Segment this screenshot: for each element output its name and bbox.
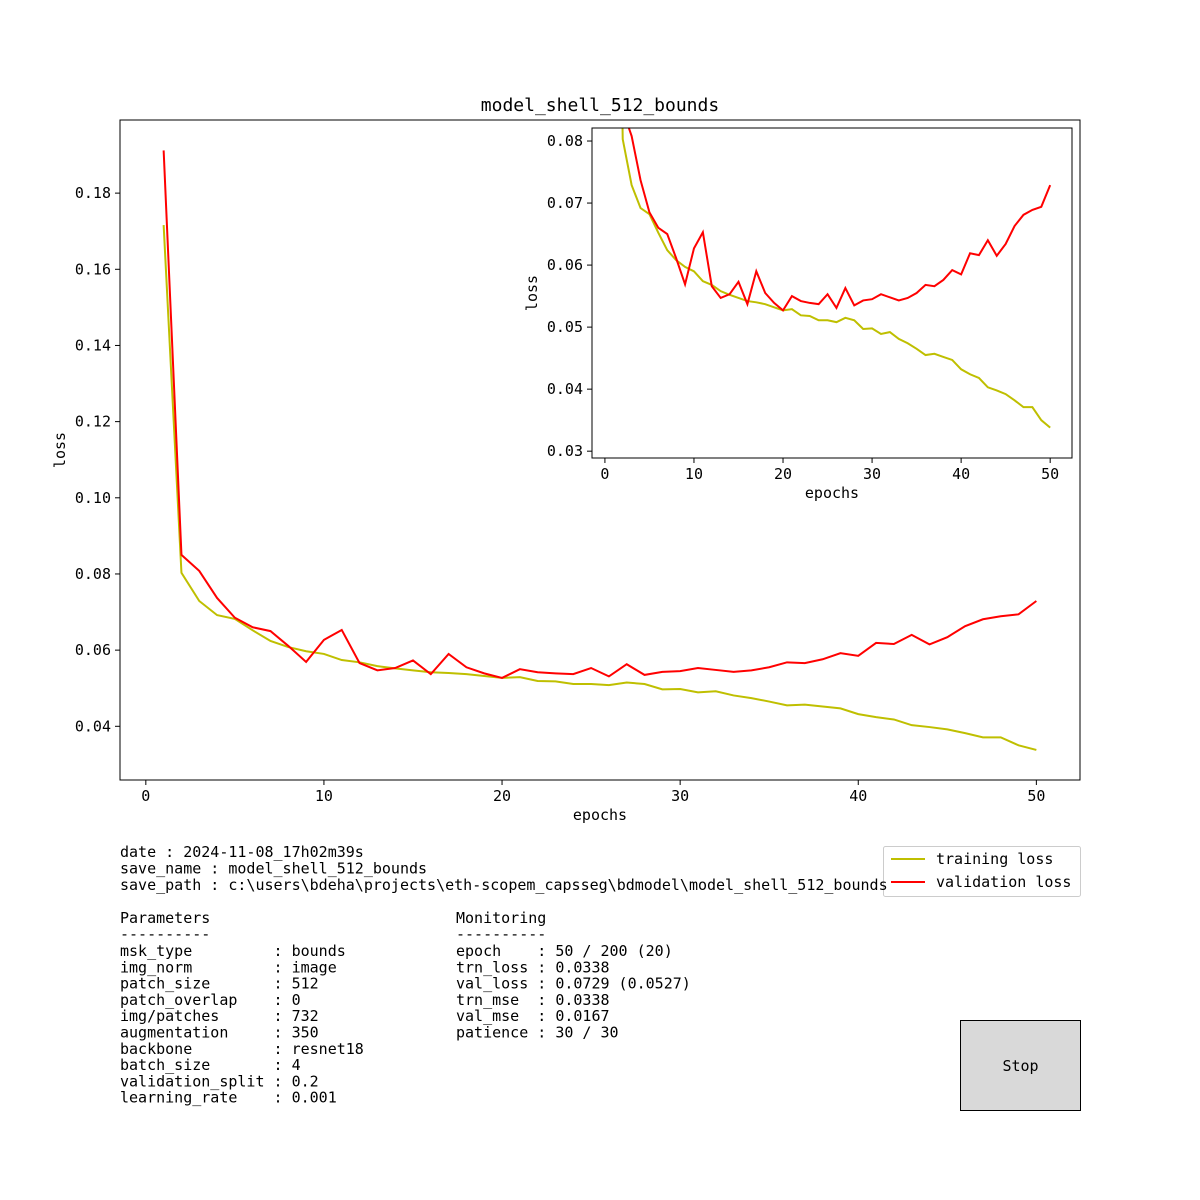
section-line: backbone : resnet18	[120, 1040, 364, 1058]
section-line: patience : 30 / 30	[456, 1024, 619, 1042]
section-line: img/patches : 732	[120, 1007, 319, 1025]
legend-frame	[883, 846, 1081, 897]
x-axis-label: epochs	[805, 484, 859, 502]
section-line: validation_split : 0.2	[120, 1072, 319, 1090]
y-axis-label: loss	[51, 432, 69, 468]
y-tick-label: 0.10	[75, 489, 111, 507]
chart-title: model_shell_512_bounds	[481, 95, 719, 116]
y-tick-label: 0.06	[547, 256, 583, 274]
series-line	[621, 128, 1051, 429]
y-tick-label: 0.08	[547, 132, 583, 150]
y-tick-label: 0.05	[547, 318, 583, 336]
x-tick-label: 50	[1027, 787, 1045, 805]
y-tick-label: 0.06	[75, 641, 111, 659]
stop-button[interactable]: Stop	[960, 1020, 1081, 1111]
section-title: Monitoring	[456, 909, 546, 927]
x-tick-label: 20	[493, 787, 511, 805]
series-line	[627, 128, 1052, 312]
section-line: patch_size : 512	[120, 975, 319, 993]
info-line: date : 2024-11-08_17h02m39s	[120, 843, 364, 861]
x-tick-label: 30	[671, 787, 689, 805]
section-rule: ----------	[456, 925, 546, 943]
y-tick-label: 0.18	[75, 184, 111, 202]
x-tick-label: 50	[1041, 465, 1059, 483]
section-line: trn_loss : 0.0338	[456, 958, 610, 976]
y-axis-label: loss	[523, 275, 541, 311]
section-line: batch_size : 4	[120, 1056, 301, 1074]
legend-label: validation loss	[936, 873, 1071, 891]
section-rule: ----------	[120, 925, 210, 943]
section-line: patch_overlap : 0	[120, 991, 301, 1009]
legend-label: training loss	[936, 850, 1053, 868]
x-tick-label: 40	[849, 787, 867, 805]
y-tick-label: 0.03	[547, 442, 583, 460]
section-line: learning_rate : 0.001	[120, 1089, 337, 1107]
x-tick-label: 30	[863, 465, 881, 483]
x-tick-label: 20	[774, 465, 792, 483]
series-line	[162, 225, 1037, 751]
section-title: Parameters	[120, 909, 210, 927]
section-line: trn_mse : 0.0338	[456, 991, 610, 1009]
x-tick-label: 40	[952, 465, 970, 483]
y-tick-label: 0.14	[75, 336, 111, 354]
y-tick-label: 0.04	[547, 380, 583, 398]
x-tick-label: 10	[685, 465, 703, 483]
x-tick-label: 10	[315, 787, 333, 805]
section-line: img_norm : image	[120, 958, 337, 976]
series-line	[162, 150, 1037, 679]
x-tick-label: 0	[141, 787, 150, 805]
section-line: augmentation : 350	[120, 1024, 319, 1042]
axes-frame	[119, 119, 1081, 781]
info-line: save_name : model_shell_512_bounds	[120, 860, 427, 878]
section-line: val_loss : 0.0729 (0.0527)	[456, 975, 691, 993]
section-line: msk_type : bounds	[120, 942, 346, 960]
info-line: save_path : c:\users\bdeha\projects\eth-…	[120, 876, 888, 894]
y-tick-label: 0.12	[75, 413, 111, 431]
section-line: val_mse : 0.0167	[456, 1007, 610, 1025]
y-tick-label: 0.04	[75, 717, 111, 735]
y-tick-label: 0.16	[75, 260, 111, 278]
plot-background	[592, 128, 1072, 458]
y-tick-label: 0.08	[75, 565, 111, 583]
x-axis-label: epochs	[573, 806, 627, 824]
y-tick-label: 0.07	[547, 194, 583, 212]
axes-frame	[591, 127, 1073, 459]
section-line: epoch : 50 / 200 (20)	[456, 942, 673, 960]
x-tick-label: 0	[600, 465, 609, 483]
